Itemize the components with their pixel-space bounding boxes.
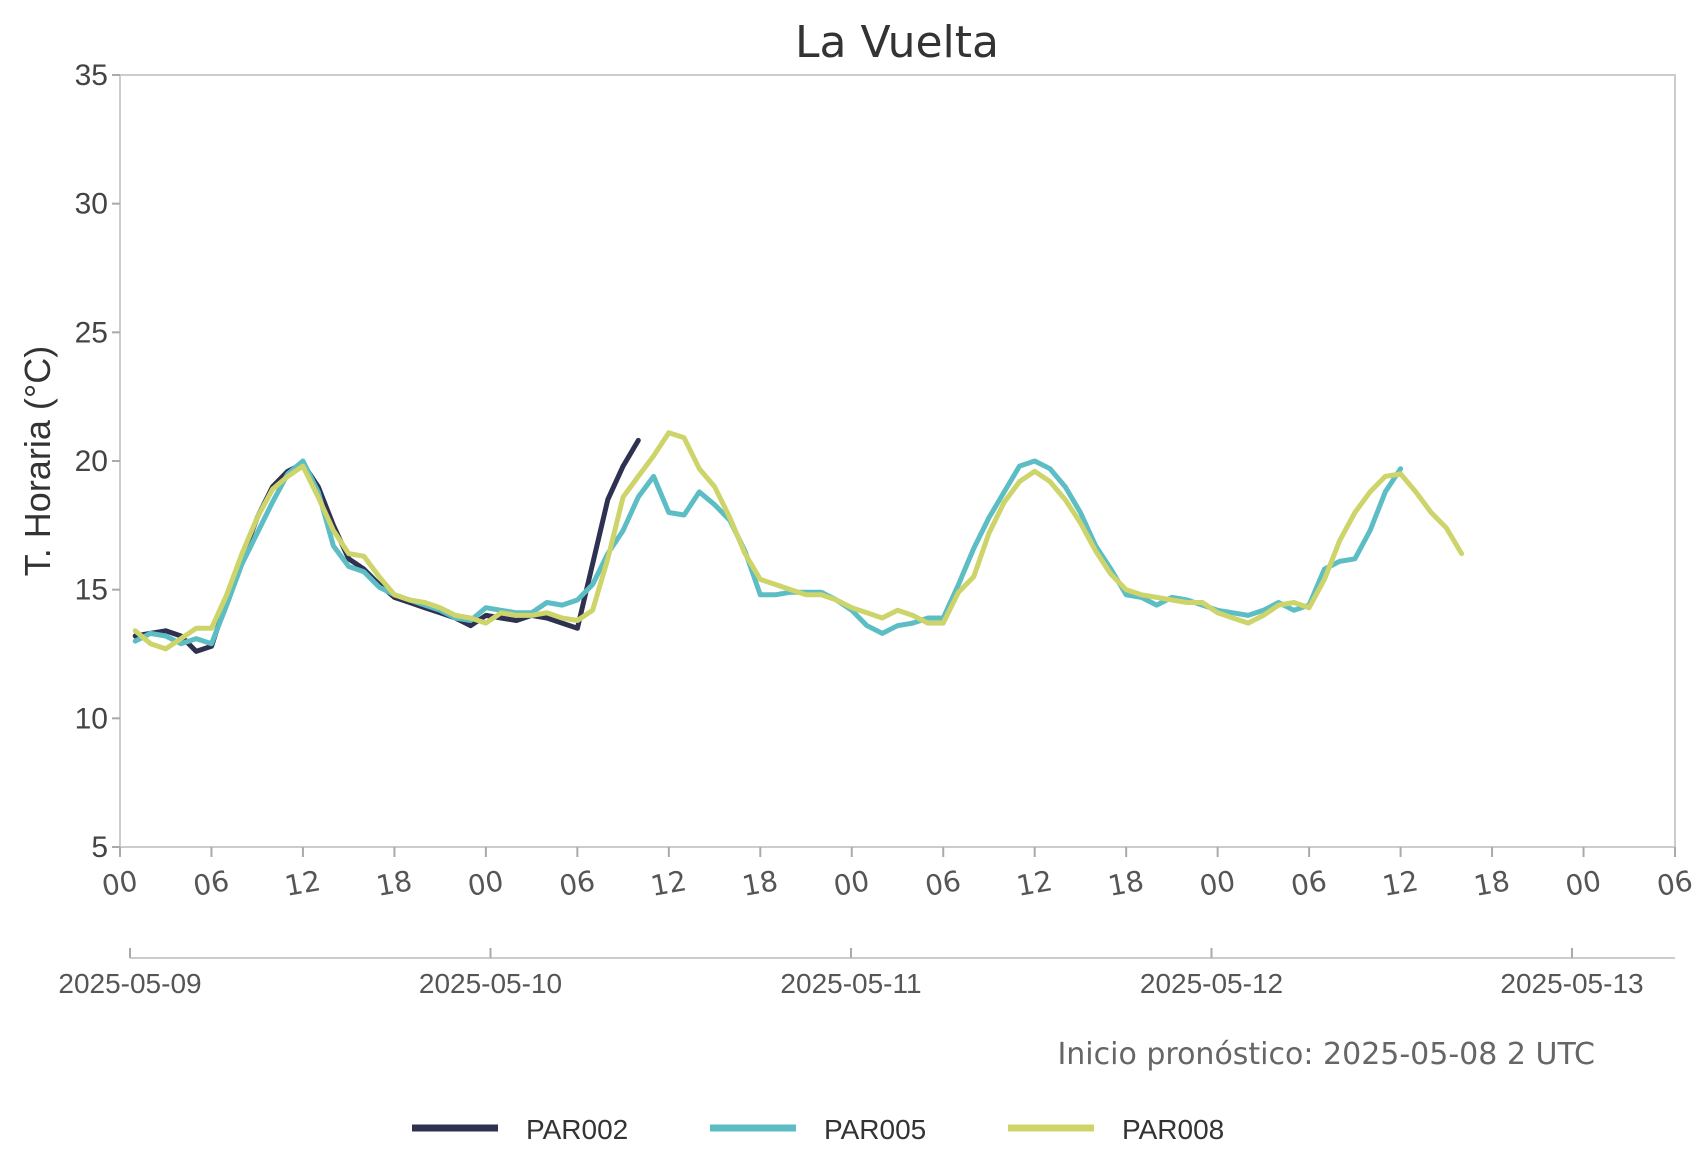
legend-label: PAR002 — [526, 1114, 628, 1145]
x-tick-label: 12 — [282, 864, 323, 903]
x-tick-label: 06 — [191, 864, 232, 903]
forecast-start-note: Inicio pronóstico: 2025-05-08 2 UTC — [1057, 1037, 1595, 1072]
x-tick-label: 00 — [1563, 864, 1604, 903]
x-tick-label: 18 — [374, 864, 415, 903]
x-tick-label: 00 — [99, 864, 140, 903]
y-tick-label: 20 — [75, 445, 108, 478]
x-tick-label: 06 — [1654, 864, 1695, 903]
x-tick-label: 00 — [465, 864, 506, 903]
date-tick-label: 2025-05-13 — [1500, 968, 1643, 999]
series-layer — [132, 430, 1465, 654]
x-tick-label: 00 — [831, 864, 872, 903]
x-tick-label: 06 — [923, 864, 964, 903]
y-tick-label: 30 — [75, 188, 108, 221]
y-axis-label: T. Horaria (°C) — [17, 346, 58, 576]
legend-item-par002: PAR002 — [412, 1114, 628, 1145]
x-tick-label: 06 — [1288, 864, 1329, 903]
plot-area — [119, 74, 1676, 848]
x-tick-label: 18 — [1106, 864, 1147, 903]
x-tick-label: 06 — [557, 864, 598, 903]
x-tick-label: 18 — [740, 864, 781, 903]
date-tick-label: 2025-05-12 — [1140, 968, 1283, 999]
chart-title: La Vuelta — [795, 17, 999, 68]
y-tick-label: 15 — [75, 574, 108, 607]
legend-label: PAR005 — [824, 1114, 926, 1145]
legend: PAR002 PAR005 PAR008 — [412, 1114, 1224, 1145]
date-tick-label: 2025-05-11 — [780, 968, 921, 999]
date-tick-label: 2025-05-10 — [419, 968, 562, 999]
x-axis: 00 06 12 18 00 06 12 18 00 06 12 18 00 06 12 18 00 06 — [99, 847, 1695, 903]
x-tick-label: 18 — [1471, 864, 1512, 903]
x-tick-label: 00 — [1197, 864, 1238, 903]
y-tick-label: 5 — [91, 831, 108, 864]
y-tick-label: 10 — [75, 702, 108, 735]
date-tick-label: 2025-05-09 — [58, 968, 201, 999]
legend-item-par008: PAR008 — [1008, 1114, 1224, 1145]
y-axis: 5 10 15 20 25 30 35 — [75, 59, 120, 864]
series-line-par005 — [132, 458, 1404, 647]
y-tick-label: 25 — [75, 316, 108, 349]
x-tick-label: 12 — [648, 864, 689, 903]
y-tick-label: 35 — [75, 59, 108, 92]
legend-item-par005: PAR005 — [710, 1114, 926, 1145]
date-axis: 2025-05-09 2025-05-10 2025-05-11 2025-05-12… — [58, 948, 1675, 999]
legend-label: PAR008 — [1122, 1114, 1224, 1145]
x-tick-label: 12 — [1380, 864, 1421, 903]
x-tick-label: 12 — [1014, 864, 1055, 903]
series-line-par008 — [132, 430, 1465, 652]
